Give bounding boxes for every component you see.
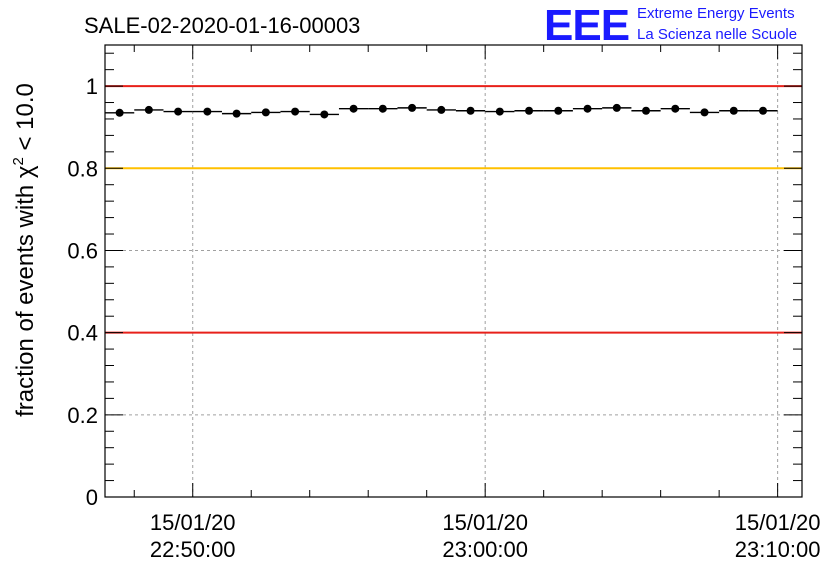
x-tick-time-label: 22:50:00 (150, 537, 236, 562)
data-point (408, 103, 417, 112)
eee-logo: EEE Extreme Energy Events La Scienza nel… (544, 1, 797, 50)
plot-frame (104, 44, 803, 498)
y-tick-label: 0.8 (67, 156, 98, 181)
y-tick-label: 0.4 (67, 321, 98, 346)
logo-line2: La Scienza nelle Scuole (637, 26, 797, 43)
y-tick-label: 0 (86, 485, 98, 510)
data-point (525, 106, 534, 115)
data-point (759, 106, 768, 115)
y-axis-label-main: fraction of events with (12, 178, 39, 417)
x-tick-date-label: 15/01/20 (442, 510, 528, 535)
x-axis: 15/01/2022:50:0015/01/2023:00:0015/01/20… (133, 45, 821, 562)
data-point (495, 107, 504, 116)
chart-title: SALE-02-2020-01-16-00003 (84, 13, 360, 38)
data-point (144, 105, 153, 114)
data-point (232, 109, 241, 118)
plot-border (104, 44, 803, 498)
y-tick-label: 0.6 (67, 238, 98, 263)
data-point (466, 106, 475, 115)
data-point (554, 106, 563, 115)
data-points (105, 103, 778, 119)
data-point (700, 108, 709, 117)
data-point (671, 104, 680, 113)
y-axis-label: fraction of events with χ2 < 10.0 (10, 83, 39, 417)
data-point (378, 104, 387, 113)
data-point (174, 107, 183, 116)
y-axis-label-symbol: χ (12, 165, 39, 178)
data-point (261, 108, 270, 117)
data-point (612, 103, 621, 112)
x-tick-date-label: 15/01/20 (735, 510, 821, 535)
x-tick-date-label: 15/01/20 (150, 510, 236, 535)
data-point (320, 110, 329, 119)
x-tick-time-label: 23:00:00 (442, 537, 528, 562)
reference-lines (105, 85, 802, 334)
y-axis-label-tail: < 10.0 (12, 83, 39, 157)
logo-line1: Extreme Energy Events (637, 5, 795, 22)
y-tick-label: 1 (86, 74, 98, 99)
x-tick-time-label: 23:10:00 (735, 537, 821, 562)
data-point (115, 108, 124, 117)
data-point (642, 106, 651, 115)
data-point (349, 104, 358, 113)
y-tick-label: 0.2 (67, 403, 98, 428)
data-point (583, 104, 592, 113)
data-point (729, 106, 738, 115)
data-point (203, 107, 212, 116)
data-point (437, 105, 446, 114)
logo-mark: EEE (544, 1, 629, 50)
y-axis-label-sup: 2 (10, 157, 27, 165)
y-axis: 0 0.2 0.4 0.6 0.8 1 (67, 52, 802, 510)
data-point (291, 107, 300, 116)
